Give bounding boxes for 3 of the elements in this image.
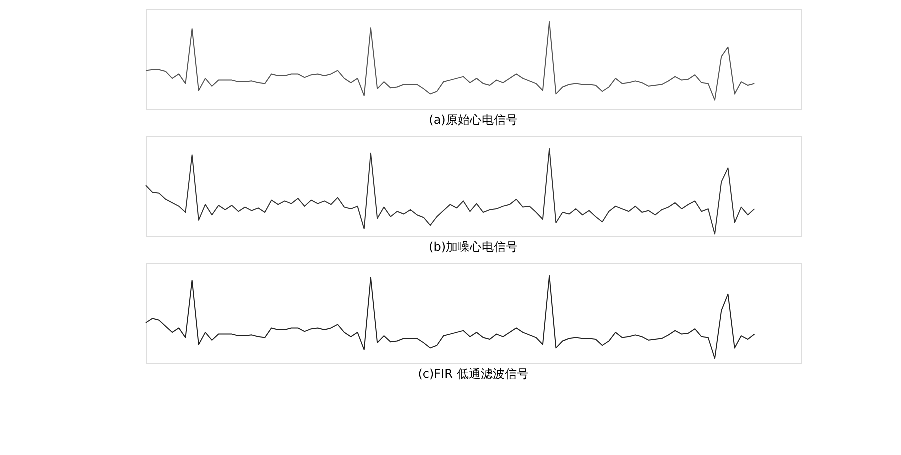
text: (a)原始心电信号 [429,113,518,127]
text: (c)FIR 低通滤波信号 [418,367,529,381]
text: (b)加噪心电信号 [429,240,518,254]
